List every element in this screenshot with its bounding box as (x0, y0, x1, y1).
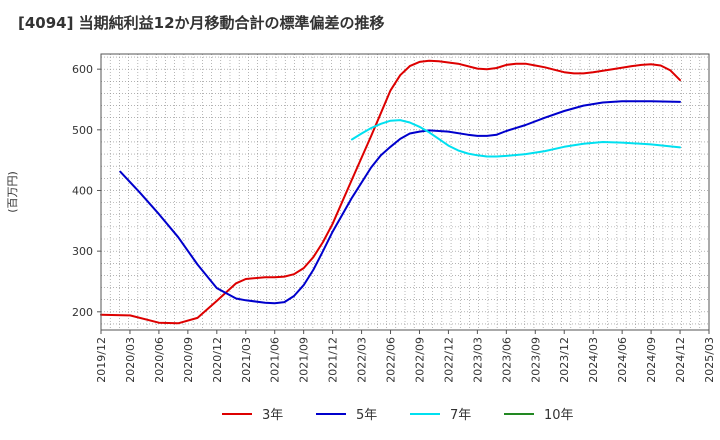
legend-label: 7年 (450, 408, 471, 423)
y-axis-label: (百万円) (6, 171, 19, 213)
x-tick-label: 2021/03 (240, 337, 253, 383)
x-tick-label: 2024/09 (645, 337, 658, 383)
x-tick-label: 2022/03 (356, 337, 369, 383)
x-tick-label: 2024/06 (616, 337, 629, 383)
x-tick-label: 2019/12 (95, 337, 108, 383)
x-tick-label: 2021/06 (269, 337, 282, 383)
x-tick-label: 2023/12 (558, 337, 571, 383)
legend-item: 3年 (222, 408, 283, 423)
legend-item: 5年 (316, 408, 377, 423)
legend-label: 5年 (356, 408, 377, 423)
y-tick-label: 200 (72, 306, 93, 319)
x-tick-label: 2022/06 (385, 337, 398, 383)
x-tick-label: 2022/12 (442, 337, 455, 383)
y-tick-label: 500 (72, 124, 93, 137)
x-tick-label: 2024/03 (587, 337, 600, 383)
x-tick-label: 2020/12 (211, 337, 224, 383)
x-tick-label: 2023/06 (500, 337, 513, 383)
x-tick-label: 2022/09 (413, 337, 426, 383)
x-tick-label: 2020/06 (153, 337, 166, 383)
x-tick-label: 2025/03 (703, 337, 716, 383)
legend-label: 10年 (544, 408, 574, 423)
x-tick-label: 2021/09 (298, 337, 311, 383)
legend-item: 10年 (504, 408, 574, 423)
x-tick-label: 2024/12 (674, 337, 687, 383)
series-line-3年 (100, 59, 681, 325)
series-line-5年 (119, 100, 681, 305)
series-line-7年 (350, 119, 681, 158)
legend-label: 3年 (262, 408, 283, 423)
chart-title: [4094] 当期純利益12か月移動合計の標準偏差の推移 (18, 14, 385, 32)
y-tick-label: 300 (72, 245, 93, 258)
y-tick-label: 600 (72, 63, 93, 76)
x-tick-label: 2020/09 (182, 337, 195, 383)
x-tick-label: 2023/03 (471, 337, 484, 383)
legend-item: 7年 (410, 408, 471, 423)
plot-frame (100, 53, 710, 331)
y-tick-label: 400 (72, 184, 93, 197)
x-tick-label: 2021/12 (327, 337, 340, 383)
x-tick-label: 2023/09 (529, 337, 542, 383)
x-tick-label: 2020/03 (124, 337, 137, 383)
